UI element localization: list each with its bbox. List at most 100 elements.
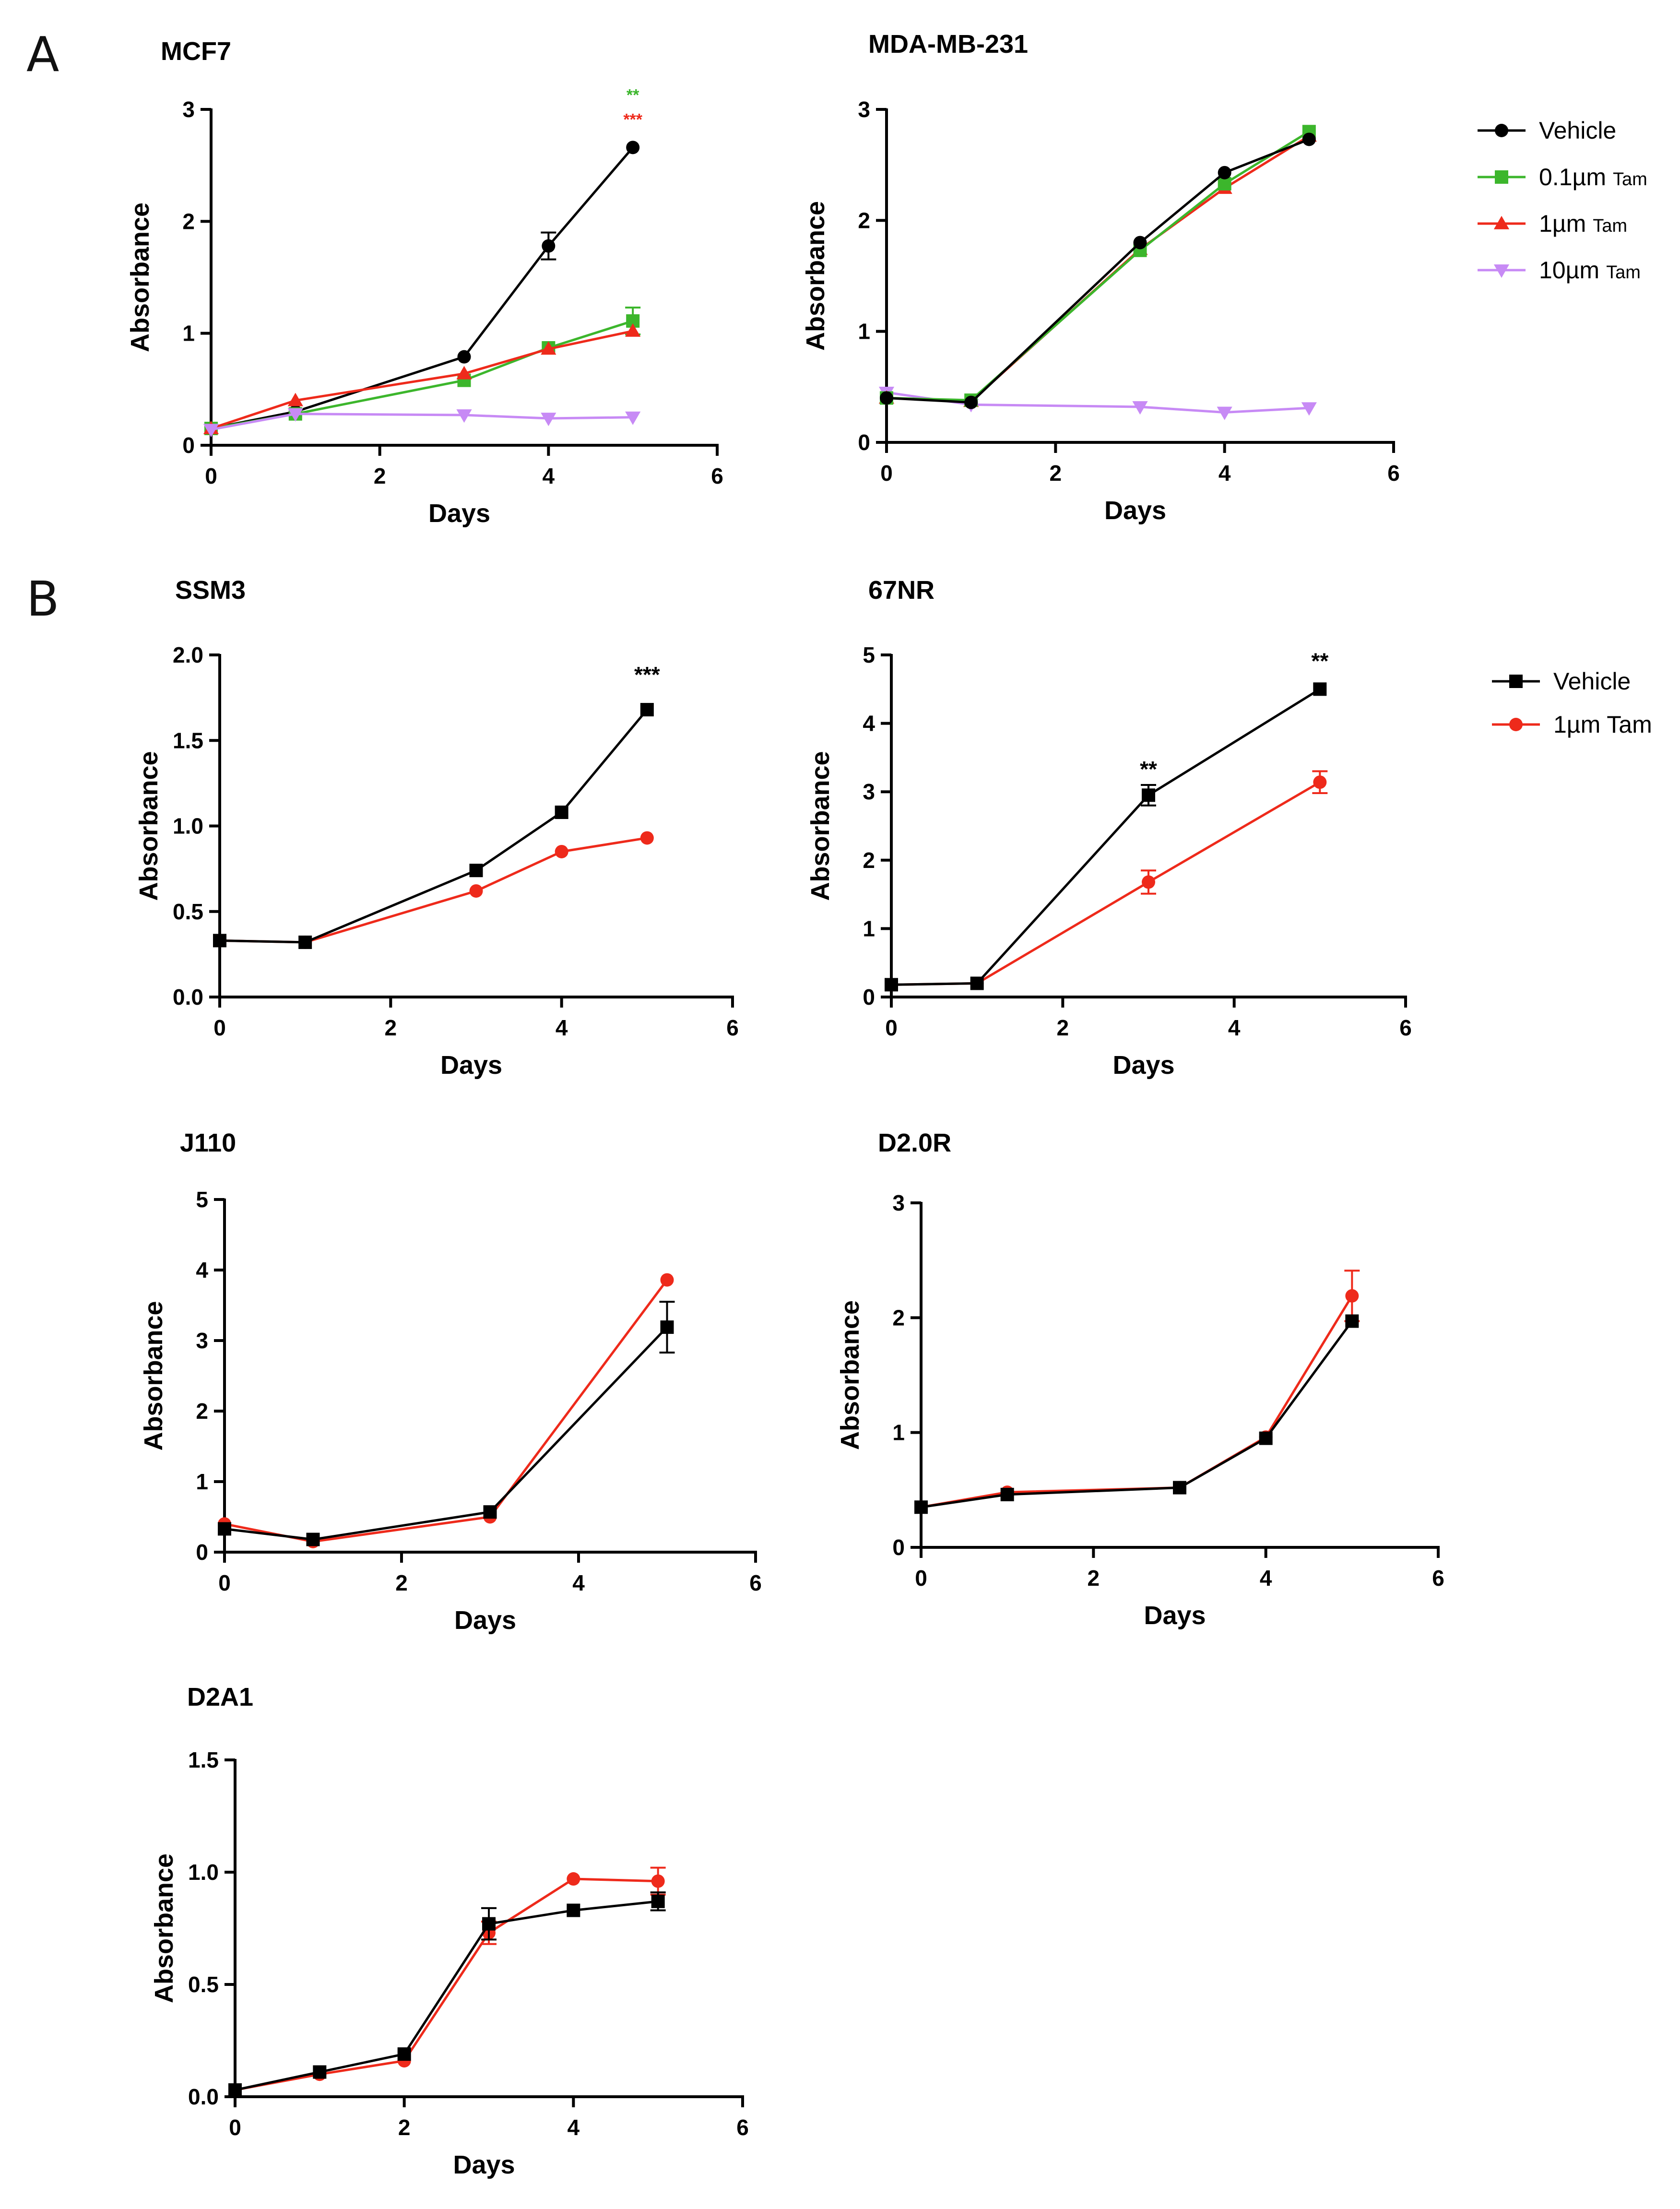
x-tick-label: 0 <box>205 463 217 488</box>
data-point <box>457 350 471 364</box>
y-tick-label: 1.5 <box>173 728 203 753</box>
legend-panel-a: Vehicle 0.1µm Tam 1µm Tam 10µm Tam <box>1478 117 1647 284</box>
y-tick-label: 1 <box>858 319 870 344</box>
series <box>228 1891 666 2097</box>
y-axis-label: Absorbance <box>139 1301 168 1450</box>
chart-mdamb231: MDA-MB-231 0 1 2 3 0 2 4 6 Days Absorbance <box>801 30 1400 525</box>
data-point <box>626 141 640 154</box>
legend-entry: 0.1µm Tam <box>1478 164 1647 190</box>
data-point <box>1142 875 1155 889</box>
legend-entry: Vehicle <box>1478 117 1616 144</box>
chart-title: 67NR <box>868 576 935 605</box>
y-tick-label: 2.0 <box>173 642 203 667</box>
series <box>204 141 640 435</box>
chart-title: D2A1 <box>187 1683 253 1711</box>
y-tick-label: 3 <box>863 779 875 804</box>
x-tick-label: 6 <box>1387 461 1400 486</box>
series-line <box>224 1279 668 1543</box>
data-point <box>555 844 568 858</box>
legend-label: 10µm Tam <box>1539 257 1641 284</box>
x-tick-label: 2 <box>395 1570 408 1595</box>
series <box>213 831 654 949</box>
series <box>880 125 1316 407</box>
legend-label-main: 1µm Tam <box>1553 711 1652 738</box>
legend-panel-b: Vehicle 1µm Tam <box>1492 668 1652 738</box>
data-point <box>228 2083 242 2097</box>
significance-annotation: ** <box>1311 649 1328 674</box>
legend-entry: 10µm Tam <box>1478 257 1641 284</box>
y-axis-label: Absorbance <box>806 751 835 901</box>
x-tick-label: 0 <box>885 1015 898 1040</box>
legend-label-suffix: Tam <box>1593 216 1627 236</box>
legend-label-main: 1µm <box>1539 210 1586 237</box>
y-tick-label: 0 <box>182 433 195 458</box>
series <box>880 132 1316 409</box>
legend-label-main: 10µm <box>1539 257 1599 284</box>
x-tick-label: 6 <box>711 463 723 488</box>
legend-swatch-marker <box>1493 215 1510 229</box>
series <box>218 1273 674 1548</box>
series <box>228 1866 666 2097</box>
legend-entry: 1µm Tam <box>1492 711 1652 738</box>
series <box>878 128 1317 407</box>
y-tick-label: 1 <box>196 1469 208 1494</box>
data-point <box>1345 1314 1359 1328</box>
y-tick-label: 5 <box>863 642 875 667</box>
x-tick-label: 0 <box>213 1015 226 1040</box>
series-line <box>891 688 1321 986</box>
data-point <box>1302 132 1316 146</box>
legend-swatch-marker <box>1509 718 1523 731</box>
x-tick-label: 2 <box>1050 461 1062 486</box>
panel-a-label: A <box>26 26 59 83</box>
y-axis-label: Absorbance <box>126 202 154 352</box>
y-axis-label: Absorbance <box>150 1853 178 2003</box>
legend-swatch-marker <box>1493 264 1510 278</box>
chart-title: SSM3 <box>175 576 246 605</box>
y-tick-label: 3 <box>858 97 870 122</box>
panel-b-label: B <box>26 571 59 627</box>
legend-label: Vehicle <box>1539 117 1616 144</box>
legend-label-main: 0.1µm <box>1539 164 1606 190</box>
data-point <box>287 408 303 422</box>
series-line <box>219 709 648 944</box>
chart-d2a1: D2A1 0.0 0.5 1.0 1.5 0 2 4 6 Days Absorbance <box>150 1683 749 2179</box>
y-tick-label: 4 <box>196 1258 208 1283</box>
legend-entry: Vehicle <box>1492 668 1631 695</box>
significance-annotation: *** <box>634 662 660 687</box>
legend-label: Vehicle <box>1553 668 1631 695</box>
chart-ssm3: SSM3 0.0 0.5 1.0 1.5 2.0 0 2 4 6 Days Absorbance *** <box>134 576 739 1080</box>
data-point <box>660 1320 674 1334</box>
series-line <box>224 1326 668 1541</box>
data-point <box>456 409 472 423</box>
data-point <box>218 1522 231 1536</box>
y-tick-label: 0 <box>196 1540 208 1565</box>
data-point <box>469 884 483 898</box>
series-line <box>886 138 1310 404</box>
x-tick-label: 0 <box>880 461 893 486</box>
y-tick-label: 1.5 <box>188 1747 219 1772</box>
data-point <box>964 395 978 409</box>
data-point <box>1000 1487 1014 1501</box>
data-point <box>1132 401 1148 415</box>
legend-label: 1µm Tam <box>1553 711 1652 738</box>
x-axis-label: Days <box>1112 1051 1174 1080</box>
series-line <box>211 146 634 430</box>
data-point <box>313 2065 327 2079</box>
legend-swatch-marker <box>1495 124 1508 137</box>
x-tick-label: 0 <box>218 1570 231 1595</box>
data-point <box>287 392 303 406</box>
series-line <box>891 781 1321 986</box>
data-point <box>1133 236 1147 249</box>
series <box>203 323 641 434</box>
data-point <box>1301 402 1317 416</box>
x-tick-label: 2 <box>374 463 386 488</box>
x-tick-label: 6 <box>726 1015 739 1040</box>
data-point <box>640 703 654 717</box>
significance-annotation: ** <box>627 86 639 104</box>
data-point <box>970 976 984 990</box>
y-tick-label: 0.0 <box>188 2084 219 2109</box>
data-point <box>456 366 472 380</box>
data-point <box>542 239 556 253</box>
legend-swatch-marker <box>1509 675 1523 688</box>
